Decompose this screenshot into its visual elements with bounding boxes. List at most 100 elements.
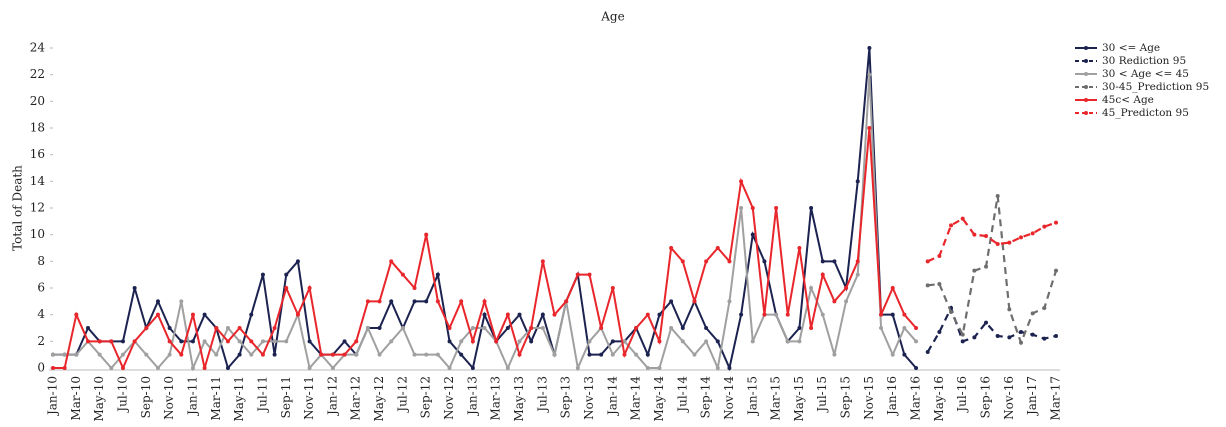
point [529,339,534,344]
x-tick-label: Sep-15 [839,376,853,418]
x-tick-label: Nov-15 [862,376,876,420]
point [1042,336,1047,341]
point [307,339,312,344]
point [144,352,149,357]
series-line [927,217,1057,263]
point [925,259,930,264]
point [120,352,125,357]
point [715,246,720,250]
x-tick-label: May-13 [512,376,526,422]
point [540,259,545,264]
point [354,339,359,344]
point [739,179,744,184]
x-tick-label: Sep-12 [419,376,433,418]
point [424,352,429,357]
legend-label: 30-45_Prediction 95 [1102,81,1209,93]
point [902,326,907,330]
point [97,339,102,344]
point [132,339,137,344]
point [937,254,942,258]
point [762,312,767,317]
point [587,352,592,357]
x-tick-label: Nov-11 [302,376,316,420]
series-line [53,127,917,371]
point [1007,307,1012,312]
y-tick-label: 18 [30,121,45,135]
point [844,286,849,290]
chart-title: Age [600,10,624,24]
point [785,339,790,344]
point [704,259,709,264]
point [995,194,1000,198]
point [342,339,347,344]
point [704,339,709,344]
point [494,339,499,344]
point [85,339,90,344]
point [669,326,674,330]
point [447,326,452,330]
point [214,326,219,330]
point [960,339,965,344]
y-tick-label: 14 [30,174,46,188]
point [937,330,942,334]
point [272,326,277,330]
point [109,366,114,370]
x-tick-label: Sep-16 [979,376,993,418]
point [599,326,604,330]
point [1030,231,1035,236]
point [610,339,615,344]
point [797,326,802,330]
point [867,46,872,50]
point [62,352,67,357]
point [797,339,802,344]
point [155,299,160,304]
point [342,352,347,357]
point [202,339,207,344]
legend-label: 45_Predicton 95 [1102,107,1189,119]
point [540,312,545,317]
series-line [53,74,917,372]
point [879,312,884,317]
point [260,352,265,357]
point [785,312,790,317]
legend-marker [1084,85,1088,89]
y-axis-label: Total of Death [11,165,25,251]
point [237,352,242,357]
point [855,179,860,184]
x-tick-label: Nov-10 [162,376,176,420]
y-tick-label: 2 [37,334,45,348]
point [517,312,522,317]
point [307,366,312,370]
point [51,352,55,357]
point [1019,330,1024,334]
legend-marker [1084,72,1088,76]
point [85,326,90,330]
point [797,246,802,250]
point [249,352,254,357]
point [634,326,639,330]
legend-label: 30 Rediction 95 [1102,55,1186,67]
point [179,352,184,357]
point [260,272,265,277]
point [109,339,114,344]
legend-marker [1084,111,1088,115]
point [412,299,417,304]
y-tick-label: 10 [30,227,45,241]
point [167,326,172,330]
x-tick-label: Jan-15 [745,376,759,417]
point [237,339,242,344]
point [972,232,977,237]
point [470,326,475,330]
point [657,312,662,317]
point [412,352,417,357]
point [610,286,615,290]
point [237,326,242,330]
y-tick-label: 12 [30,201,45,215]
point [97,352,102,357]
x-tick-label: Jan-17 [1025,376,1039,417]
point [704,326,709,330]
point [505,312,510,317]
point [190,339,195,344]
point [132,286,137,290]
point [984,264,989,269]
